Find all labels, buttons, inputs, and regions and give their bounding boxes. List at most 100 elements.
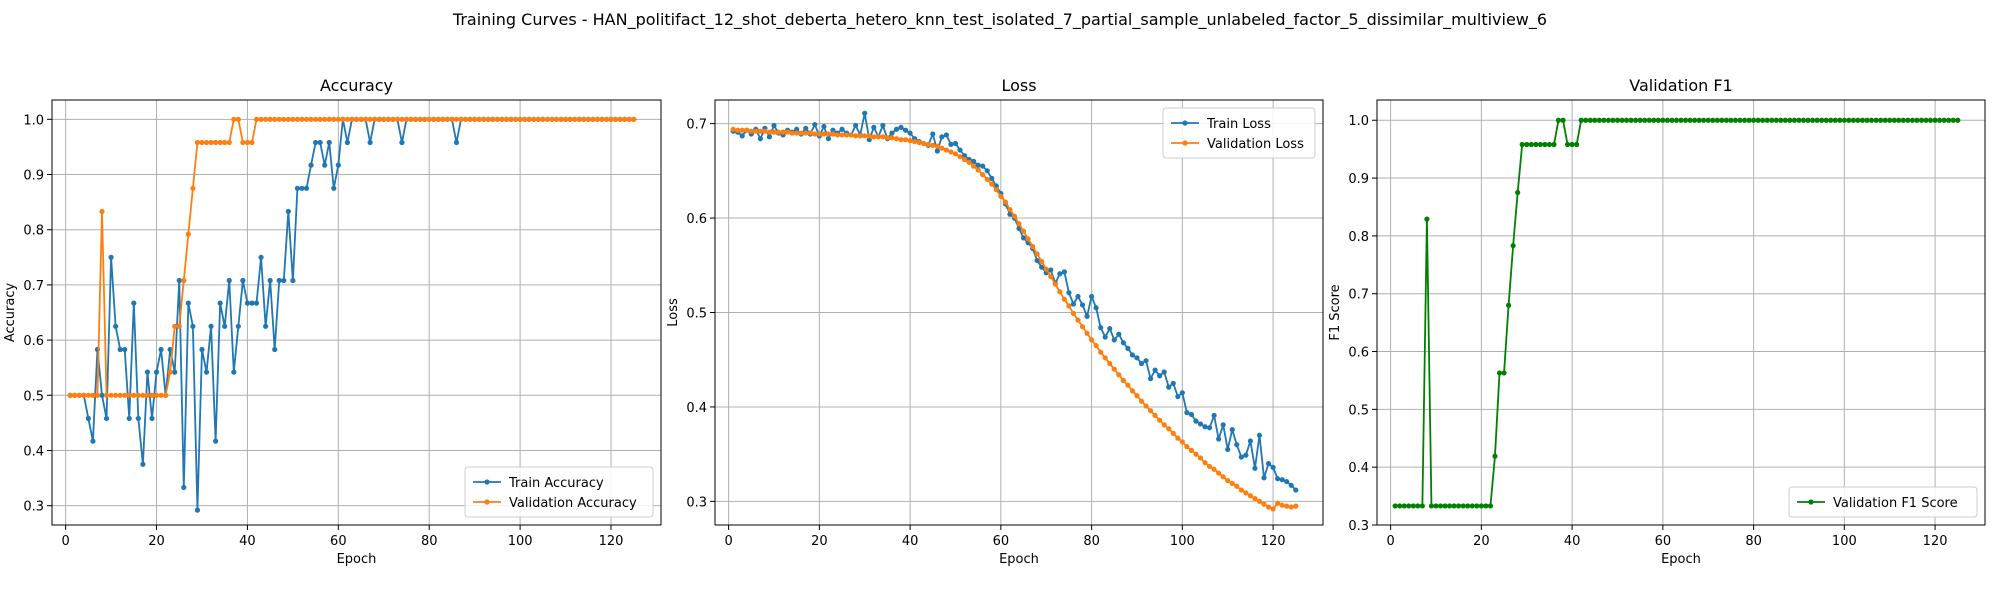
data-point (893, 126, 900, 132)
data-point (1211, 466, 1217, 472)
data-point (1111, 337, 1117, 343)
data-point (1610, 117, 1616, 123)
data-point (1415, 503, 1421, 509)
x-tick-label: 40 (902, 534, 919, 549)
data-point (1102, 334, 1108, 340)
data-point (825, 131, 832, 137)
data-point (1628, 117, 1634, 123)
x-tick-label: 80 (1083, 534, 1100, 549)
data-point (90, 438, 96, 444)
data-point (934, 148, 940, 154)
data-point (1646, 117, 1652, 123)
x-tick-label: 20 (811, 534, 828, 549)
data-point (472, 116, 478, 122)
series-line (70, 118, 634, 512)
data-point (203, 139, 210, 146)
data-point (1932, 117, 1938, 123)
data-point (821, 123, 827, 130)
data-point (934, 143, 940, 149)
data-point (117, 392, 123, 398)
data-point (1125, 345, 1131, 351)
legend-label: Train Accuracy (508, 476, 604, 491)
y-axis-label: Loss (666, 298, 681, 327)
data-point (1179, 390, 1185, 396)
data-point (757, 136, 763, 142)
data-point (1546, 141, 1553, 148)
data-point (839, 132, 845, 138)
data-point (581, 116, 587, 122)
data-point (1664, 117, 1670, 123)
data-point (834, 132, 841, 138)
data-point (594, 116, 600, 122)
data-point (1800, 117, 1807, 123)
data-point (912, 138, 918, 145)
data-point (1016, 221, 1022, 227)
data-point (549, 116, 555, 122)
data-point (340, 116, 346, 122)
data-point (1755, 117, 1761, 123)
data-point (1905, 117, 1911, 123)
data-point (1275, 500, 1281, 506)
data-point (843, 132, 850, 138)
data-point (925, 141, 931, 147)
data-point (367, 139, 373, 146)
data-point (1909, 117, 1915, 123)
data-point (1433, 503, 1439, 509)
data-point (1043, 266, 1049, 272)
data-point (272, 116, 278, 122)
data-point (1066, 290, 1072, 296)
data-point (622, 116, 628, 122)
x-tick-label: 100 (1832, 534, 1857, 549)
data-point (231, 116, 237, 122)
data-point (730, 126, 736, 132)
data-point (1120, 340, 1126, 346)
data-point (1293, 487, 1299, 493)
data-point (1089, 293, 1095, 300)
data-point (971, 163, 977, 169)
y-tick-label: 0.3 (686, 495, 707, 510)
x-tick-label: 0 (724, 534, 732, 549)
data-point (1079, 324, 1086, 330)
data-point (1225, 478, 1231, 484)
data-point (1955, 117, 1961, 123)
data-point (1914, 117, 1920, 123)
data-point (490, 116, 496, 122)
data-point (476, 116, 482, 122)
data-point (1560, 117, 1566, 123)
data-point (153, 392, 160, 398)
data-point (140, 392, 146, 398)
data-point (90, 392, 96, 398)
data-point (535, 116, 541, 122)
x-tick-label: 20 (1473, 534, 1490, 549)
data-point (1270, 464, 1276, 470)
data-point (1773, 117, 1779, 123)
data-point (431, 116, 437, 122)
data-point (517, 116, 523, 122)
data-point (1587, 117, 1593, 123)
data-point (267, 277, 273, 284)
data-point (1873, 117, 1879, 123)
data-point (880, 134, 886, 140)
data-point (1129, 352, 1136, 358)
data-point (1692, 117, 1698, 123)
data-point (1896, 117, 1902, 123)
y-tick-label: 0.6 (686, 212, 707, 227)
x-axis-label: Epoch (1661, 552, 1701, 567)
data-point (989, 175, 995, 181)
data-point (1279, 502, 1285, 508)
data-point (1406, 503, 1412, 509)
data-point (226, 139, 232, 146)
data-point (258, 254, 264, 260)
data-point (1075, 317, 1081, 323)
data-point (1288, 504, 1294, 510)
data-point (235, 323, 241, 329)
data-point (1474, 503, 1480, 509)
data-point (1098, 325, 1104, 331)
data-point (240, 139, 246, 146)
data-point (126, 415, 132, 422)
y-tick-label: 0.8 (23, 224, 44, 239)
data-point (358, 116, 364, 122)
data-point (213, 139, 219, 146)
data-point (735, 127, 741, 133)
data-point (1206, 463, 1213, 470)
